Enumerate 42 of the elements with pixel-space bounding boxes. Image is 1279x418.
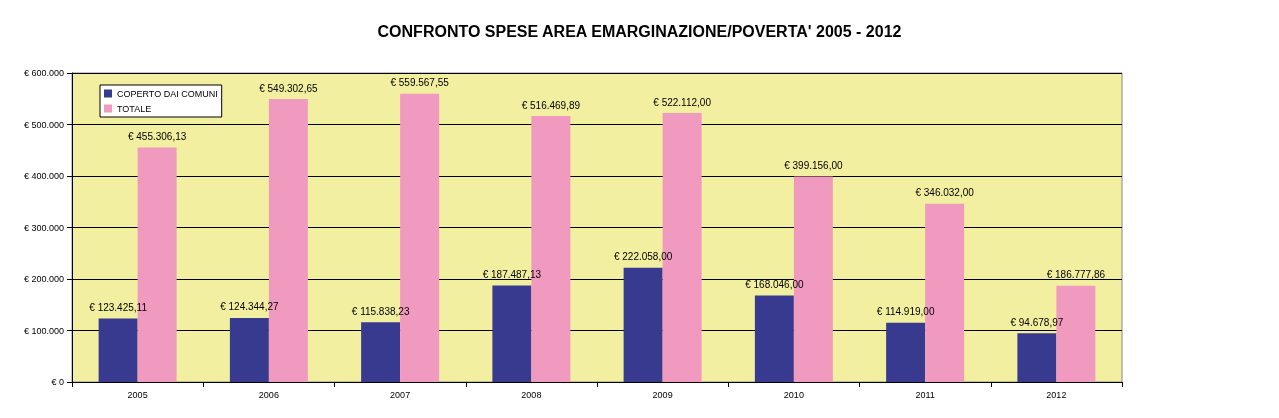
- x-tick-label: 2006: [258, 389, 279, 400]
- data-label: € 346.032,00: [915, 187, 975, 199]
- bar: [886, 322, 926, 382]
- legend-label: COPERTO DAI COMUNI: [117, 88, 218, 99]
- x-tick-label: 2009: [652, 389, 673, 400]
- x-tick-label: 2008: [521, 389, 542, 400]
- data-label: € 94.678,97: [1010, 316, 1064, 328]
- y-tick-label: € 200.000: [23, 274, 64, 284]
- data-label: € 168.046,00: [745, 278, 805, 290]
- data-label: € 123.425,11: [89, 301, 148, 313]
- x-tick-label: 2005: [127, 389, 148, 400]
- legend-label: TOTALE: [117, 103, 152, 114]
- data-label: € 516.469,89: [521, 99, 581, 111]
- data-label: € 114.919,00: [876, 306, 935, 318]
- data-label: € 549.302,65: [259, 82, 319, 94]
- y-tick-label: € 500.000: [23, 119, 64, 130]
- y-tick-label: € 300.000: [23, 222, 64, 233]
- data-label: € 222.058,00: [613, 251, 673, 263]
- data-label: € 455.306,13: [127, 131, 187, 143]
- data-label: € 186.777,86: [1046, 269, 1106, 281]
- y-tick-label: € 600.000: [23, 68, 64, 78]
- data-label: € 187.487,13: [482, 268, 542, 280]
- x-tick-label: 2010: [783, 389, 804, 400]
- data-label: € 115.838,23: [351, 305, 410, 317]
- bar: [623, 267, 663, 382]
- bar: [1017, 333, 1057, 382]
- data-label: € 399.156,00: [784, 159, 844, 171]
- data-label: € 559.567,55: [390, 77, 450, 89]
- y-tick-label: € 0: [51, 377, 64, 387]
- bar: [361, 322, 401, 382]
- y-tick-label: € 100.000: [23, 325, 64, 336]
- bar: [754, 295, 794, 382]
- x-tick-label: 2012: [1046, 389, 1067, 400]
- data-label: € 522.112,00: [653, 96, 712, 108]
- bar: [229, 317, 269, 382]
- data-label: € 124.344,27: [220, 301, 280, 313]
- chart-title: CONFRONTO SPESE AREA EMARGINAZIONE/POVERTA' 2005 - 2012: [377, 22, 902, 40]
- y-tick-label: € 400.000: [23, 171, 64, 181]
- bar: [98, 318, 138, 382]
- x-tick-label: 2011: [915, 389, 935, 400]
- x-tick-label: 2007: [390, 389, 411, 400]
- bar: [492, 285, 532, 382]
